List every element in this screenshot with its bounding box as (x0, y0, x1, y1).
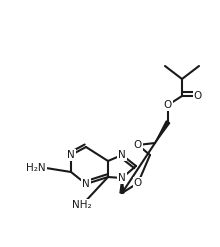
Text: N: N (82, 179, 90, 189)
Text: O: O (194, 91, 202, 101)
Text: N: N (67, 150, 75, 160)
Text: O: O (134, 140, 142, 150)
Polygon shape (120, 178, 124, 193)
Text: O: O (134, 178, 142, 188)
Text: O: O (164, 100, 172, 110)
Text: NH₂: NH₂ (72, 200, 92, 210)
Polygon shape (155, 121, 170, 143)
Text: N: N (118, 173, 126, 183)
Text: N: N (118, 150, 126, 160)
Text: H₂N: H₂N (26, 163, 46, 173)
